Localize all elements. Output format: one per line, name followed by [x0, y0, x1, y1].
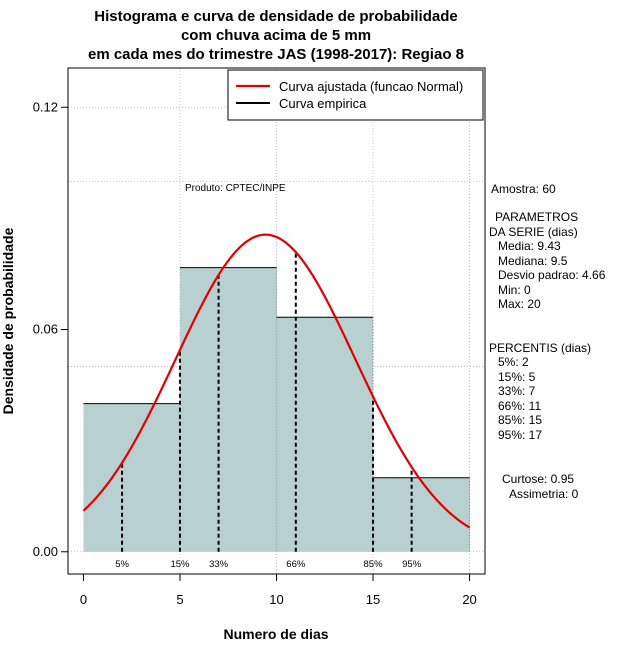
x-tick-label-1: 5 [176, 592, 183, 607]
stats-panel: Amostra: 60 PARAMETROS DA SERIE (dias) M… [489, 182, 606, 501]
histogram-bar-2 [179, 267, 277, 552]
param-mediana: Mediana: 9.5 [498, 254, 568, 268]
percentil-66: 66%: 11 [498, 399, 541, 413]
x-axis-label: Numero de dias [223, 626, 328, 642]
percentile-label-3: 33% [209, 559, 229, 570]
percentil-33: 33%: 7 [498, 384, 536, 398]
chart-title-line-2: com chuva acima de 5 mm [181, 27, 371, 44]
percentile-label-6: 95% [402, 559, 422, 570]
normal-curve-line [82, 233, 471, 529]
legend-label-fitted: Curva ajustada (funcao Normal) [279, 79, 463, 94]
percentile-lines [121, 252, 413, 552]
histogram-bar-4 [373, 477, 470, 552]
sample-size: Amostra: 60 [491, 182, 556, 196]
x-axis: 0 5 10 15 20 [80, 573, 477, 607]
y-axis: 0.00 0.06 0.12 [33, 99, 69, 559]
histogram-bars [83, 267, 470, 552]
percentis-title: PERCENTIS (dias) [489, 341, 591, 355]
percentil-95: 95%: 17 [498, 428, 542, 442]
param-min: Min: 0 [498, 283, 531, 297]
param-media: Media: 9.43 [498, 239, 561, 253]
legend-box [227, 69, 484, 121]
percentil-5: 5%: 2 [498, 355, 529, 369]
product-label: Produto: CPTEC/INPE [185, 183, 286, 194]
histogram-bar-1 [83, 403, 180, 552]
assimetria-value: Assimetria: 0 [509, 487, 579, 501]
percentile-labels: 5% 15% 33% 66% 85% 95% [115, 559, 422, 570]
legend: Curva ajustada (funcao Normal) Curva emp… [227, 69, 484, 121]
x-tick-label-3: 15 [366, 592, 380, 607]
legend-label-empirical: Curva empirica [279, 96, 367, 111]
chart-title-line-3: em cada mes do trimestre JAS (1998-2017)… [88, 46, 464, 63]
param-desvio: Desvio padrao: 4.66 [498, 268, 606, 282]
x-tick-label-2: 10 [269, 592, 283, 607]
y-tick-label-1: 0.06 [33, 322, 58, 337]
percentile-label-1: 5% [115, 559, 129, 570]
histogram-bar-3 [276, 317, 374, 552]
y-tick-label-0: 0.00 [33, 544, 58, 559]
percentil-85: 85%: 15 [498, 413, 542, 427]
percentile-label-5: 85% [364, 559, 384, 570]
param-max: Max: 20 [498, 297, 541, 311]
y-tick-label-2: 0.12 [33, 99, 58, 114]
chart-title-line-1: Histograma e curva de densidade de proba… [94, 8, 457, 25]
x-tick-label-4: 20 [462, 592, 476, 607]
percentil-15: 15%: 5 [498, 370, 536, 384]
params-title-1: PARAMETROS [495, 210, 578, 224]
y-axis-label: Densidade de probabilidade [0, 227, 16, 414]
percentile-label-4: 66% [286, 559, 306, 570]
x-tick-label-0: 0 [80, 592, 87, 607]
params-title-2: DA SERIE (dias) [489, 225, 578, 239]
curtose-value: Curtose: 0.95 [502, 472, 574, 486]
percentile-label-2: 15% [170, 559, 190, 570]
